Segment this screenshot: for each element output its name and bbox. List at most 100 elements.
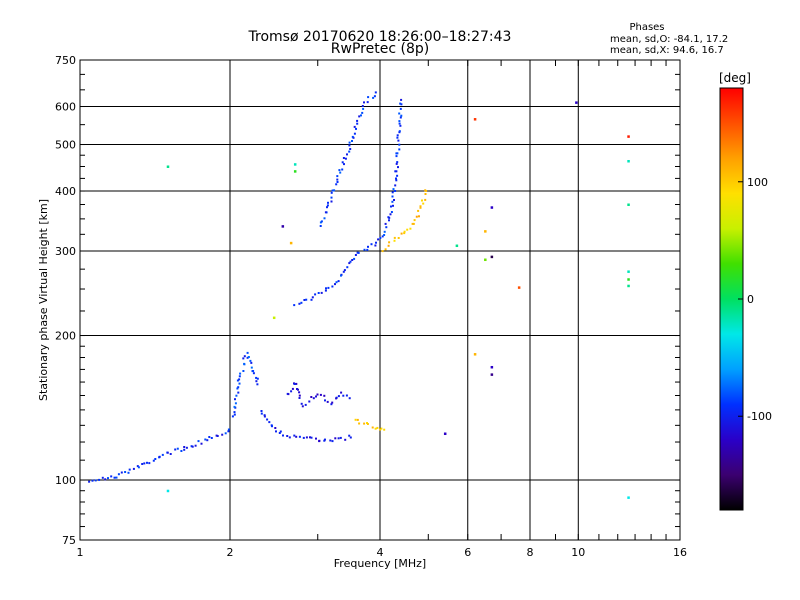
trace-6-point	[372, 96, 375, 99]
trace-2-point	[323, 439, 326, 442]
trace-3-point	[340, 391, 343, 394]
trace-0-point	[176, 447, 179, 450]
stats-o-mode: mean, sd,O: -84.1, 17.2	[610, 34, 728, 45]
trace-6-point	[326, 204, 329, 207]
trace-5-point	[391, 200, 394, 203]
isolated-point-13	[490, 206, 494, 209]
colorbar-label: [deg]	[719, 71, 751, 85]
trace-5-point	[324, 289, 327, 292]
trace-3-point	[330, 403, 333, 406]
isolated-point-16	[490, 373, 494, 376]
trace-2-point	[337, 437, 340, 440]
y-tick-label-600: 600	[55, 101, 76, 114]
trace-2-point	[315, 437, 317, 440]
trace-0-point	[227, 430, 230, 433]
trace-2-point	[339, 436, 342, 439]
trace-0-point	[158, 455, 161, 458]
chart-subtitle: RwPretec (8p)	[331, 41, 429, 57]
trace-2-point	[331, 440, 334, 443]
trace-5-point	[340, 274, 342, 277]
isolated-point-20	[627, 160, 630, 163]
trace-5-point	[394, 184, 397, 187]
trace-5-point	[300, 301, 303, 304]
trace-0-point	[94, 479, 97, 482]
trace-5-point	[398, 120, 401, 123]
trace-5-point	[388, 219, 390, 222]
trace-4-point	[383, 428, 386, 431]
trace-7-point	[403, 232, 406, 235]
trace-7-point	[421, 199, 423, 202]
trace-0-point	[98, 478, 101, 481]
trace-5-point	[354, 254, 357, 256]
trace-0-point	[120, 471, 123, 474]
trace-3-point	[324, 399, 326, 402]
trace-6-point	[326, 206, 328, 209]
colorbar-tick-label-100: 100	[747, 176, 768, 189]
trace-7-point	[393, 239, 396, 242]
trace-5-point	[351, 259, 354, 261]
trace-5-point	[293, 304, 296, 307]
trace-5-point	[395, 162, 398, 165]
trace-3-point	[319, 393, 322, 396]
isolated-point-17	[517, 286, 521, 289]
trace-5-point	[331, 285, 334, 288]
trace-1-point	[250, 361, 253, 364]
trace-7-point	[403, 230, 406, 233]
grid-lines	[80, 60, 680, 540]
trace-6-point	[353, 132, 356, 135]
y-tick-label-75: 75	[62, 534, 76, 547]
trace-7-point	[419, 206, 422, 209]
chart-title: Tromsø 20170620 18:26:00–18:27:43	[248, 29, 512, 45]
trace-5-point	[327, 286, 330, 289]
trace-6-point	[363, 101, 365, 104]
stats-x-mode: mean, sd,X: 94.6, 16.7	[610, 45, 724, 56]
trace-1-point	[239, 372, 242, 375]
trace-2-point	[279, 430, 282, 433]
trace-3-point	[287, 393, 290, 396]
trace-3-point	[337, 395, 340, 398]
trace-1-point	[256, 383, 259, 386]
trace-0-point	[183, 448, 186, 451]
trace-5-point	[395, 152, 398, 155]
trace-4-point	[366, 423, 369, 425]
trace-5-point	[398, 112, 401, 115]
y-axis-label: Stationary phase Virtual Height [km]	[37, 199, 50, 401]
trace-6-point	[348, 144, 351, 147]
y-tick-label-100: 100	[55, 474, 76, 487]
trace-6-point	[362, 107, 365, 110]
colorbar-tick-label--100: -100	[747, 410, 772, 423]
trace-5-point	[298, 302, 301, 305]
trace-0-point	[221, 433, 224, 436]
trace-0-point	[148, 462, 151, 465]
trace-1-point	[246, 351, 249, 354]
trace-5-point	[356, 251, 359, 254]
trace-0-point	[204, 438, 207, 441]
trace-7-point	[412, 222, 415, 225]
x-tick-label-1: 1	[77, 546, 84, 559]
trace-3-point	[298, 394, 301, 397]
trace-2-point	[275, 430, 277, 433]
trace-2-point	[329, 439, 332, 442]
trace-7-point	[397, 237, 400, 239]
trace-5-point	[397, 166, 399, 169]
trace-7-point	[424, 198, 427, 201]
trace-1-point	[242, 370, 245, 372]
trace-5-point	[334, 283, 336, 286]
trace-7-point	[384, 248, 387, 251]
trace-1-point	[246, 356, 249, 359]
trace-6-point	[348, 141, 351, 144]
trace-6-point	[336, 175, 339, 178]
trace-5-point	[394, 190, 397, 192]
trace-0-point	[185, 446, 188, 449]
trace-6-point	[341, 161, 344, 164]
trace-5-point	[384, 222, 387, 225]
trace-5-point	[392, 188, 395, 191]
x-axis-label: Frequency [MHz]	[334, 557, 426, 570]
trace-3-point	[323, 394, 326, 397]
isolated-point-7	[443, 432, 447, 436]
trace-6-point	[355, 127, 357, 130]
trace-0-point	[166, 451, 169, 454]
trace-6-point	[336, 181, 339, 183]
trace-4-point	[363, 422, 366, 425]
colorbar-tick-label-0: 0	[747, 293, 754, 306]
